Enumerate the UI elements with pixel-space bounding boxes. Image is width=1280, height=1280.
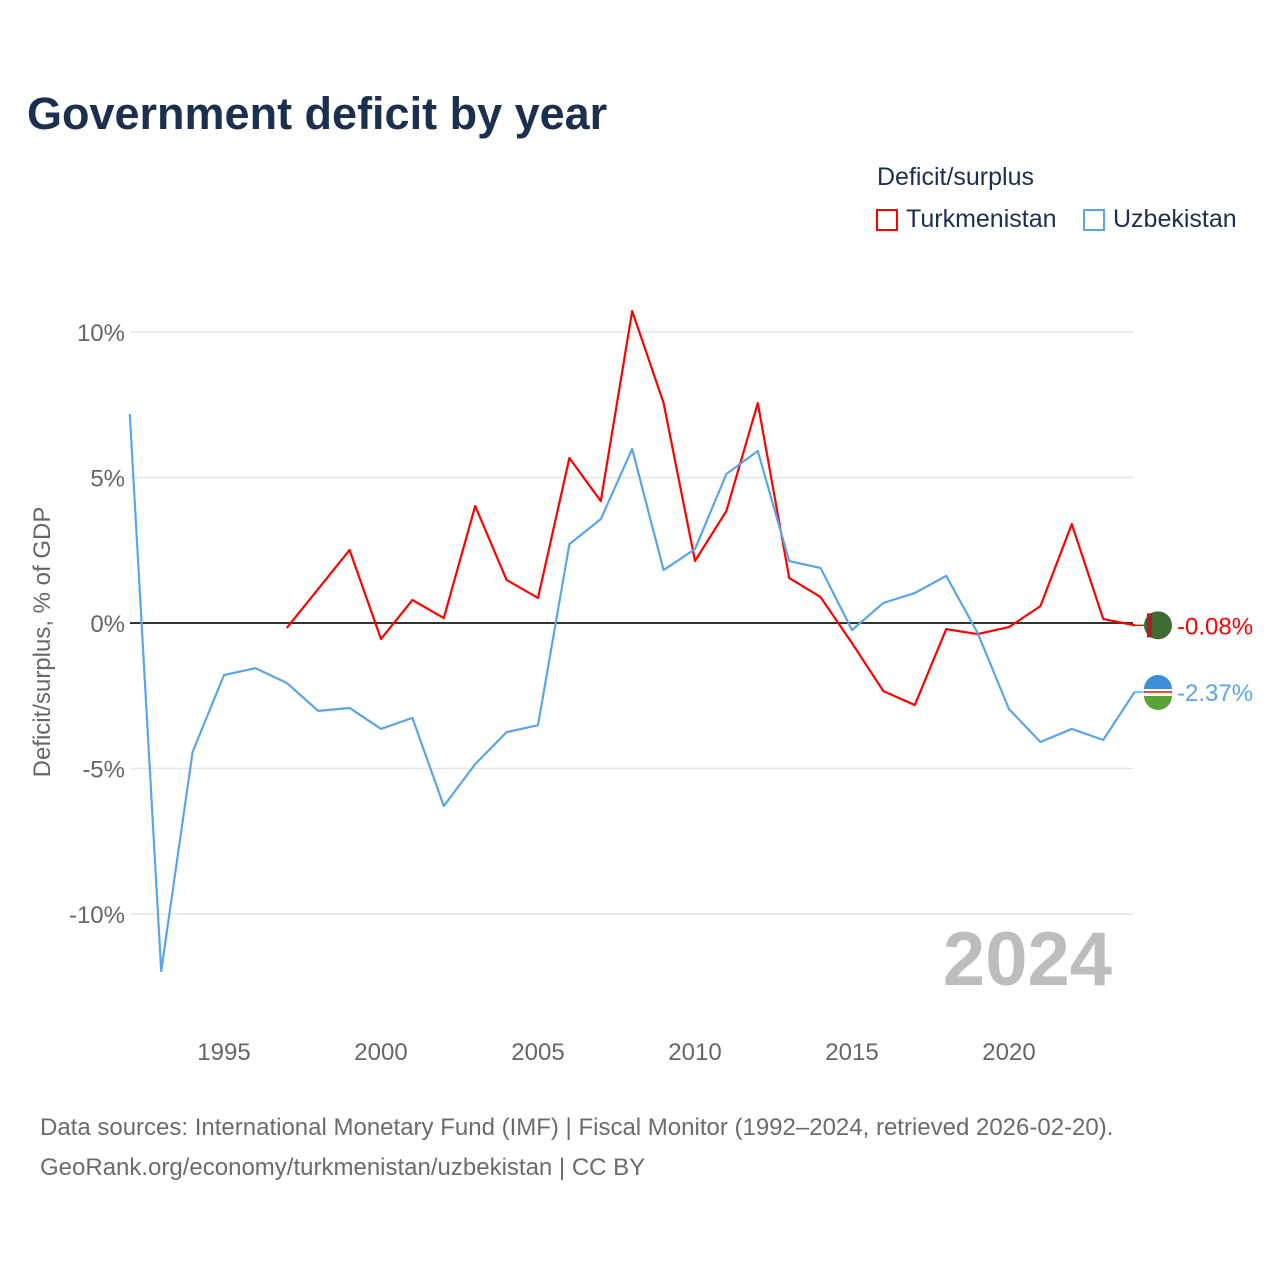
series-line-uzbekistan <box>128 414 1136 973</box>
x-tick-label: 2010 <box>668 1039 721 1066</box>
y-tick-label: 5% <box>90 466 125 493</box>
end-value-label: -0.08% <box>1177 613 1253 640</box>
legend-swatch <box>876 208 898 231</box>
footer: Data sources: International Monetary Fun… <box>40 1108 1113 1188</box>
x-tick-label: 2020 <box>982 1039 1035 1066</box>
y-tick-label: -5% <box>82 757 125 784</box>
chart-title: Government deficit by year <box>27 88 608 139</box>
y-axis-label: Deficit/surplus, % of GDP <box>29 507 56 778</box>
source-text: Data sources: International Monetary Fun… <box>40 1114 1114 1141</box>
y-tick-label: 10% <box>77 320 125 347</box>
flag-stripe <box>1147 613 1152 638</box>
year-watermark: 2024 <box>943 917 1112 1002</box>
y-tick-label: 0% <box>90 611 125 638</box>
legend-label: Uzbekistan <box>1113 205 1237 233</box>
series-line-turkmenistan <box>285 309 1135 707</box>
x-tick-label: 2000 <box>354 1039 407 1066</box>
legend-item-uzbekistan[interactable]: Uzbekistan <box>1083 205 1237 234</box>
flag-stripe <box>1144 695 1172 710</box>
x-tick-label: 2005 <box>511 1039 564 1066</box>
legend-item-turkmenistan[interactable]: Turkmenistan <box>876 205 1057 234</box>
source-link[interactable]: GeoRank.org/economy/turkmenistan/uzbekis… <box>40 1154 646 1181</box>
y-tick-label: -10% <box>69 902 125 929</box>
legend-title: Deficit/surplus <box>877 163 1034 191</box>
flag-stripe <box>1144 674 1172 689</box>
x-tick-label: 1995 <box>197 1039 250 1066</box>
legend-swatch <box>1083 208 1105 231</box>
end-value-label: -2.37% <box>1177 680 1253 707</box>
x-tick-label: 2015 <box>825 1039 878 1066</box>
legend-label: Turkmenistan <box>906 205 1057 233</box>
